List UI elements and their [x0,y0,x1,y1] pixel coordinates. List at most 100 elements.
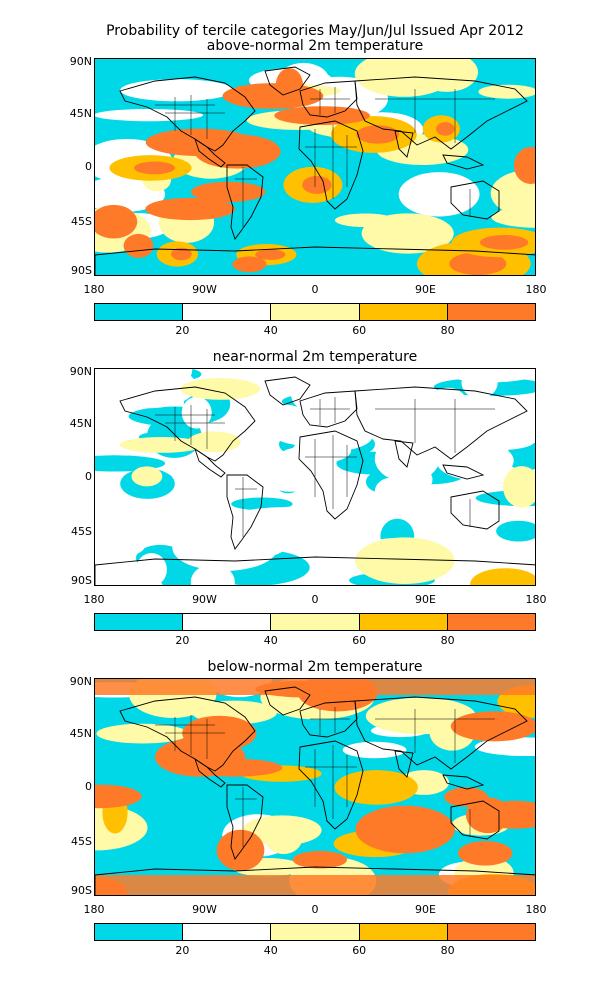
coastline [442,154,485,170]
coastline [450,180,500,220]
colorbar-tick-label: 60 [352,944,367,957]
lon-label: 90W [192,593,217,606]
coastline [264,66,311,96]
lon-label: 180 [525,593,547,606]
lon-label: 180 [83,283,105,296]
colorbar-segment [270,924,359,940]
coastline [194,757,226,788]
coastline [354,76,528,150]
coastline [450,800,500,840]
lat-label: 0 [85,470,92,483]
coastline [394,440,414,468]
colorbar-segment [95,304,183,320]
lon-label: 0 [311,283,319,296]
coastline [119,386,256,462]
colorbar-tick-label: 80 [440,944,455,957]
political-borders [155,707,495,847]
coastline [299,80,358,118]
colorbar [94,923,536,941]
coastline [226,474,264,550]
colorbar-tick-label: 80 [440,634,455,647]
coastline [119,76,256,152]
lon-label: 90E [415,903,436,916]
panel-2-title: near-normal 2m temperature [212,349,418,365]
colorbar-segment [182,614,271,630]
coastline [119,696,256,772]
coastline [442,774,485,790]
colorbar-tick-label: 20 [175,634,190,647]
political-borders [155,87,495,227]
lat-label: 45S [71,215,92,228]
lat-label: 45N [69,727,92,740]
colorbar-tick-label: 60 [352,634,367,647]
lat-label: 0 [85,780,92,793]
coastline [354,696,528,770]
colorbar-segment [358,614,447,630]
lon-label: 180 [83,903,105,916]
colorbar-segment [182,304,271,320]
lat-label: 0 [85,160,92,173]
colorbar-tick-label: 20 [175,944,190,957]
lon-label: 180 [83,593,105,606]
coastline [194,137,226,168]
colorbar-segment [358,304,447,320]
coastline [354,386,528,460]
coastline [226,164,264,240]
coastline [298,430,364,520]
lat-label: 90N [69,365,92,378]
lat-label: 90S [71,884,92,897]
title-line-1: Probability of tercile categories May/Ju… [106,23,524,39]
coastline [298,740,364,830]
lat-label: 45N [69,107,92,120]
coastline [95,246,535,275]
coastline [442,464,485,480]
lat-label: 90S [71,574,92,587]
coastline [450,490,500,530]
colorbar-segment [95,614,183,630]
colorbar-segment [270,304,359,320]
colorbar-segment [446,924,536,940]
coastline [226,784,264,860]
lon-label: 180 [525,283,547,296]
colorbar-segment [358,924,447,940]
coastline [264,376,311,406]
colorbar-segment [446,614,536,630]
map-panel-above-normal [94,58,536,276]
lon-label: 90W [192,903,217,916]
lon-label: 90E [415,593,436,606]
coastline [299,700,358,738]
coastline [95,556,535,585]
colorbar-tick-label: 60 [352,324,367,337]
lon-label: 0 [311,903,319,916]
colorbar-segment [182,924,271,940]
probability-field [95,59,535,275]
colorbar-segment [95,924,183,940]
lat-label: 45S [71,525,92,538]
lat-label: 90S [71,264,92,277]
lat-label: 90N [69,675,92,688]
coastline [194,447,226,478]
political-borders [155,397,495,537]
lon-label: 0 [311,593,319,606]
colorbar-tick-label: 80 [440,324,455,337]
lat-label: 90N [69,55,92,68]
colorbar-segment [270,614,359,630]
probability-field [95,369,535,585]
coastline [394,750,414,778]
probability-field [95,679,535,895]
lon-label: 90E [415,283,436,296]
map-panel-near-normal [94,368,536,586]
coastline [264,686,311,716]
coastline [298,120,364,210]
lat-label: 45N [69,417,92,430]
colorbar-tick-label: 20 [175,324,190,337]
lon-label: 180 [525,903,547,916]
colorbar-tick-label: 40 [263,944,278,957]
lat-label: 45S [71,835,92,848]
coastline [394,130,414,158]
coastline [299,390,358,428]
panel-1-title: above-normal 2m temperature [206,38,424,54]
panel-3-title: below-normal 2m temperature [207,659,423,675]
colorbar-tick-label: 40 [263,634,278,647]
colorbar-segment [446,304,536,320]
